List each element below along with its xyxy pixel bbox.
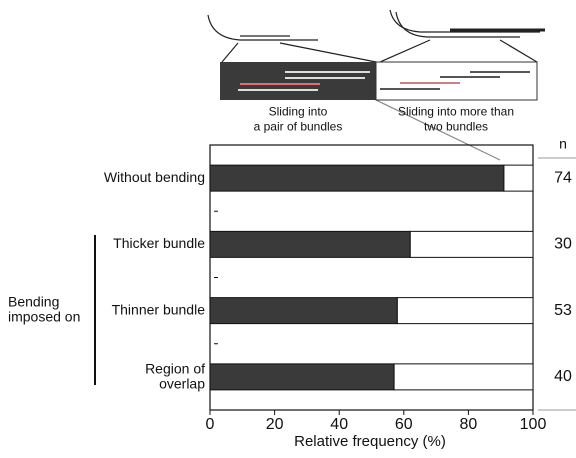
- legend-label: Sliding into more than two bundles: [398, 105, 514, 134]
- legend-swatch-image: [375, 61, 538, 101]
- bar-segment: [209, 297, 398, 325]
- y-tick-label: Region of overlap: [145, 360, 205, 391]
- illustration: [207, 9, 545, 161]
- x-tick-label: 60: [395, 416, 413, 433]
- y-tick-label: Thinner bundle: [112, 301, 206, 317]
- illustration: [238, 71, 370, 91]
- bar-segment: [209, 164, 505, 192]
- bar-segment: [209, 363, 395, 391]
- plot-frame: [209, 144, 534, 411]
- n-header: n: [559, 136, 567, 152]
- n-value: 74: [554, 169, 572, 186]
- x-tick-label: 20: [266, 416, 284, 433]
- bar-segment: [393, 363, 534, 391]
- n-value: 40: [554, 368, 572, 385]
- bar-segment: [396, 297, 534, 325]
- x-axis-label: Relative frequency (%): [294, 433, 446, 450]
- n-value: 30: [554, 236, 572, 253]
- illustration: [380, 71, 530, 90]
- group-label: Bending imposed on: [8, 293, 80, 324]
- bar-segment: [503, 164, 534, 192]
- x-tick-label: 0: [206, 416, 215, 433]
- y-tick-label: Without bending: [104, 169, 205, 185]
- bar-segment: [209, 230, 411, 258]
- x-tick-label: 40: [330, 416, 348, 433]
- bar-segment: [409, 230, 534, 258]
- legend-label: Sliding into a pair of bundles: [254, 105, 343, 134]
- x-tick-label: 100: [520, 416, 547, 433]
- legend-swatch-image: [220, 62, 376, 100]
- y-tick-label: Thicker bundle: [113, 235, 205, 251]
- x-tick-label: 80: [460, 416, 478, 433]
- n-value: 53: [554, 302, 572, 319]
